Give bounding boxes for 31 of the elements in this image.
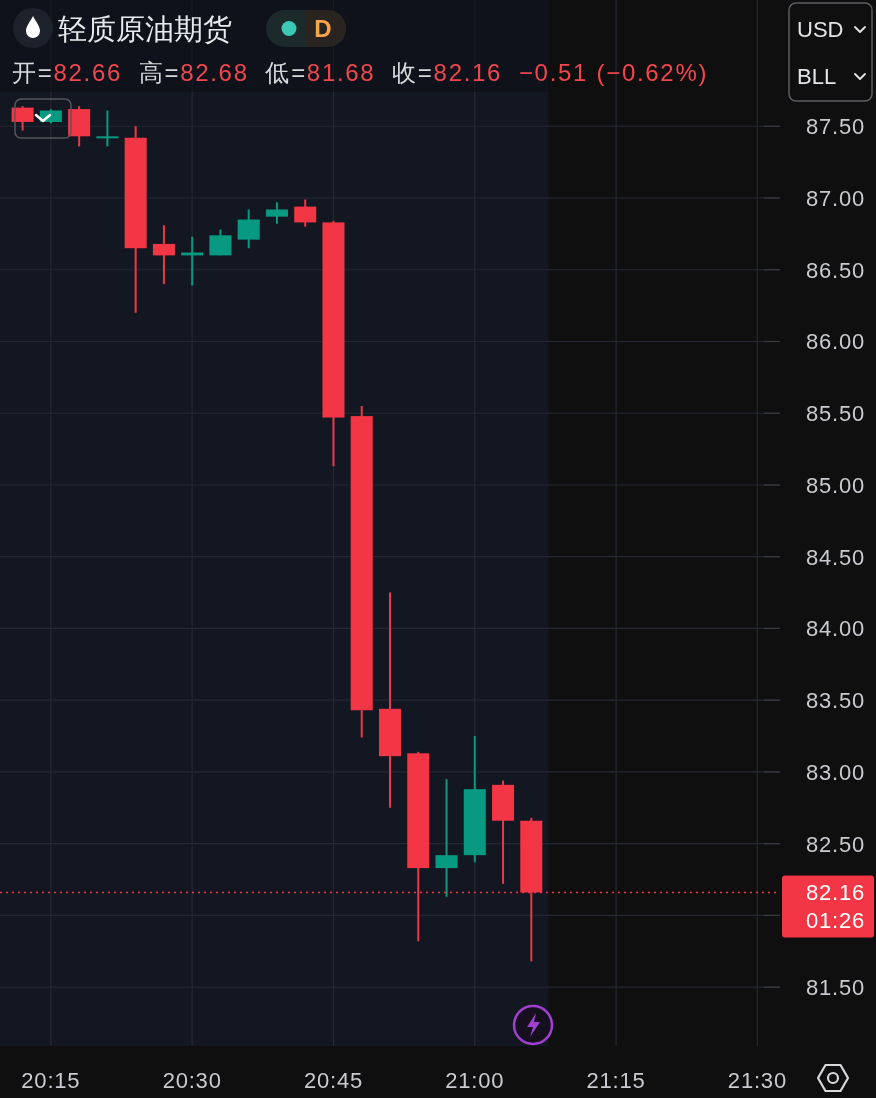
y-tick-label: 86.00 [805,329,865,355]
x-tick-label: 21:00 [445,1068,505,1093]
y-tick-label: 87.50 [805,114,865,140]
x-tick-label: 21:30 [727,1068,787,1093]
x-tick-label: 20:30 [162,1068,222,1093]
text: 开=82.66 高=82.68 低=81.68 收=82.16 −0.51 (−0.62%) [12,59,709,86]
candlestick [96,109,119,148]
candlestick [237,208,260,250]
y-tick-label: 83.50 [805,688,865,714]
x-tick-label: 20:15 [21,1068,81,1093]
y-tick-label: 87.00 [805,186,865,212]
y-tick-label: 81.50 [805,975,865,1001]
y-tick-label: 82.50 [805,831,865,857]
candlestick [152,224,175,286]
ref-line-label: 82.16 [805,880,865,906]
candlestick [265,201,288,225]
chart-title: 轻质原油期货 [58,13,232,45]
y-tick-label: 86.50 [805,257,865,283]
price-label: 82.16 01:26 [782,875,874,938]
y-tick-label: 84.50 [805,544,865,570]
y-tick-label: 84.00 [805,616,865,642]
annotation: D [314,15,332,42]
candlestick [435,778,458,898]
dropdown-currency-unit: USD BLL [788,2,873,102]
y-tick-label: 83.00 [805,759,865,785]
y-tick-label: 85.50 [805,401,865,427]
x-tick-label: 20:45 [303,1068,364,1093]
x-tick-label: 21:15 [586,1068,646,1093]
candlestick [209,228,232,257]
candlestick [294,198,317,228]
y-tick-label: 85.00 [805,472,865,498]
